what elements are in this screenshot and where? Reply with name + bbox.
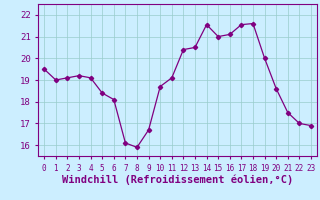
X-axis label: Windchill (Refroidissement éolien,°C): Windchill (Refroidissement éolien,°C) — [62, 174, 293, 185]
